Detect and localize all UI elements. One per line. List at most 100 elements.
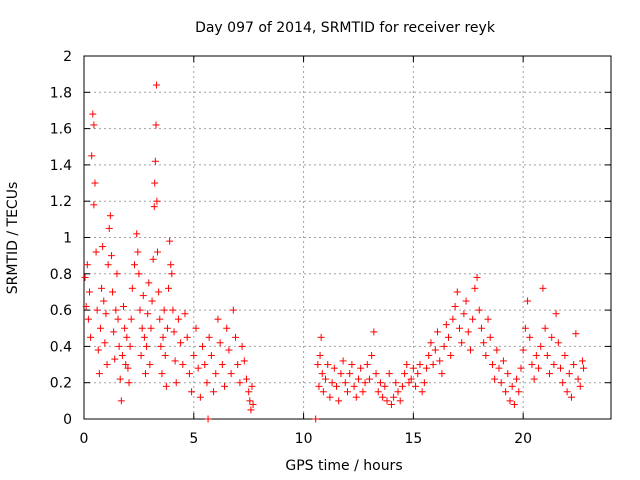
data-point bbox=[546, 370, 554, 378]
data-point bbox=[90, 201, 98, 209]
data-point bbox=[370, 328, 378, 336]
data-point bbox=[135, 270, 143, 278]
data-point bbox=[563, 388, 571, 396]
data-point bbox=[171, 357, 179, 365]
data-point bbox=[532, 351, 540, 359]
data-point bbox=[203, 379, 211, 387]
axis-ticks: 00.20.40.60.811.21.41.61.820 5 10 15 20 bbox=[50, 49, 611, 447]
data-point bbox=[181, 310, 189, 318]
data-point bbox=[317, 333, 325, 341]
data-point bbox=[157, 342, 165, 350]
data-point bbox=[508, 382, 516, 390]
data-point bbox=[565, 370, 573, 378]
y-tick-label: 0.2 bbox=[50, 376, 72, 392]
data-point bbox=[109, 288, 117, 296]
data-point bbox=[405, 379, 413, 387]
data-point bbox=[133, 230, 141, 238]
y-tick-label: 1 bbox=[63, 231, 72, 247]
data-point bbox=[194, 364, 202, 372]
data-point bbox=[502, 388, 510, 396]
data-point bbox=[528, 361, 536, 369]
data-point bbox=[491, 375, 499, 383]
data-point bbox=[144, 310, 152, 318]
data-point bbox=[506, 397, 514, 405]
data-point bbox=[383, 397, 391, 405]
data-point bbox=[493, 346, 501, 354]
data-point bbox=[438, 370, 446, 378]
data-point bbox=[318, 370, 326, 378]
data-point bbox=[341, 379, 349, 387]
data-point bbox=[431, 346, 439, 354]
data-point bbox=[145, 279, 153, 287]
data-point bbox=[326, 393, 334, 401]
x-tick-label: 10 bbox=[295, 431, 313, 447]
data-point bbox=[93, 306, 101, 314]
data-point bbox=[225, 346, 233, 354]
data-point bbox=[322, 375, 330, 383]
data-point bbox=[94, 346, 102, 354]
data-point bbox=[559, 379, 567, 387]
data-point bbox=[346, 370, 354, 378]
data-point bbox=[530, 375, 538, 383]
data-point bbox=[315, 382, 323, 390]
y-tick-label: 0.6 bbox=[50, 303, 72, 319]
data-point bbox=[445, 333, 453, 341]
data-point bbox=[354, 375, 362, 383]
data-point bbox=[455, 324, 463, 332]
data-point bbox=[90, 121, 98, 129]
data-point bbox=[344, 388, 351, 396]
data-point bbox=[462, 297, 470, 305]
data-point bbox=[147, 324, 155, 332]
data-point bbox=[453, 288, 461, 296]
data-point bbox=[394, 388, 402, 396]
data-point bbox=[190, 351, 198, 359]
data-point bbox=[100, 297, 108, 305]
data-point bbox=[460, 310, 468, 318]
data-point bbox=[152, 121, 160, 129]
data-point bbox=[105, 224, 113, 232]
data-point bbox=[526, 333, 534, 341]
data-point bbox=[87, 333, 95, 341]
data-point bbox=[484, 315, 492, 323]
data-point bbox=[390, 393, 398, 401]
data-point bbox=[348, 361, 356, 369]
data-point bbox=[554, 339, 562, 347]
data-point bbox=[368, 351, 376, 359]
x-axis-label: GPS time / hours bbox=[285, 458, 402, 474]
data-point bbox=[409, 364, 417, 372]
data-point bbox=[515, 388, 523, 396]
data-point bbox=[110, 328, 118, 336]
y-axis-label: SRMTID / TECUs bbox=[5, 182, 21, 295]
data-point bbox=[131, 261, 139, 269]
data-point bbox=[570, 361, 578, 369]
data-point bbox=[123, 333, 131, 341]
data-point bbox=[434, 328, 442, 336]
data-point bbox=[249, 400, 257, 408]
data-point bbox=[504, 370, 512, 378]
data-point bbox=[401, 370, 409, 378]
data-point bbox=[429, 361, 437, 369]
data-point bbox=[567, 393, 575, 401]
data-point bbox=[352, 393, 360, 401]
data-point bbox=[335, 397, 343, 405]
data-point bbox=[163, 324, 171, 332]
data-point bbox=[149, 255, 157, 263]
data-point bbox=[91, 179, 99, 187]
x-tick-label: 15 bbox=[404, 431, 422, 447]
data-point bbox=[524, 297, 532, 305]
data-point bbox=[172, 379, 180, 387]
data-point bbox=[138, 324, 146, 332]
data-point bbox=[104, 261, 112, 269]
data-point bbox=[88, 152, 96, 160]
data-point bbox=[361, 379, 369, 387]
data-point bbox=[574, 375, 582, 383]
data-point bbox=[365, 375, 373, 383]
data-point bbox=[125, 379, 133, 387]
data-point bbox=[234, 361, 242, 369]
data-point bbox=[328, 379, 336, 387]
data-point bbox=[561, 351, 569, 359]
data-point bbox=[95, 370, 103, 378]
data-point bbox=[111, 355, 119, 363]
data-point bbox=[165, 284, 173, 292]
data-point bbox=[412, 382, 420, 390]
